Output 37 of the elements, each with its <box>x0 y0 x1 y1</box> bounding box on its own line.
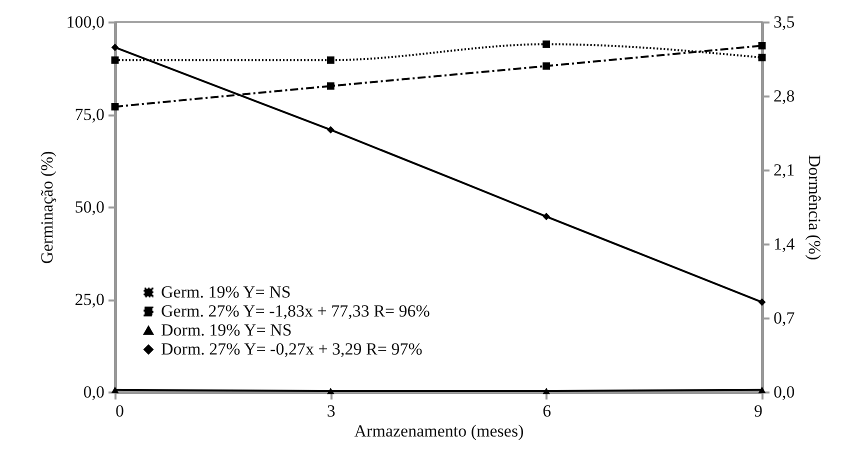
point <box>542 212 550 220</box>
point <box>326 388 334 394</box>
point <box>758 42 766 50</box>
point <box>758 386 766 394</box>
x-tick-label: 3 <box>326 402 336 420</box>
y2-tick-label: 2,1 <box>774 160 795 180</box>
y-axis-title: Germinação (%) <box>37 151 56 264</box>
y2-tick-label: 2,8 <box>774 86 795 106</box>
y2-axis-title: Dormência (%) <box>804 154 824 260</box>
y-tick-label: 0,0 <box>83 382 104 402</box>
y-tick-label: 75,0 <box>74 105 104 124</box>
y2-tick-label: 1,4 <box>774 234 796 254</box>
y-tick-label: 25,0 <box>74 290 104 309</box>
x-tick-label: 6 <box>542 402 552 420</box>
point <box>542 40 550 48</box>
point <box>758 298 766 306</box>
legend-label: Germ. 19% Y= NS <box>161 282 291 302</box>
y-tick-label: 100,0 <box>66 12 104 32</box>
legend-label: Dorm. 19% Y= NS <box>161 320 292 340</box>
point <box>111 44 119 52</box>
legend-label: Dorm. 27% Y= -0,27x + 3,29 R= 97% <box>161 340 422 358</box>
legend-label: Germ. 27% Y= -1,83x + 77,33 R= 96% <box>161 302 430 320</box>
x-tick-label: 9 <box>754 402 762 420</box>
y2-tick-label: 0,0 <box>774 382 795 402</box>
x-axis-title: Armazenamento (meses) <box>354 422 524 440</box>
y-tick-label: 50,0 <box>74 198 104 216</box>
point <box>326 56 334 64</box>
point <box>542 62 550 70</box>
point <box>542 388 550 394</box>
x-tick-label: 0 <box>116 402 124 420</box>
point <box>326 126 334 134</box>
y2-tick-label: 0,7 <box>774 308 796 328</box>
point <box>326 82 334 90</box>
point <box>111 386 119 394</box>
y2-tick-label: 3,5 <box>774 12 795 32</box>
point <box>111 103 119 110</box>
point <box>111 56 119 64</box>
